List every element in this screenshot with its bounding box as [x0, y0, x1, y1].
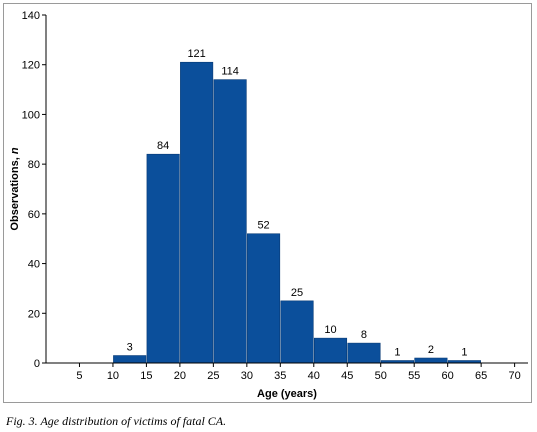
x-axis-title: Age (years) [257, 388, 317, 400]
y-axis-title: Observations, n [9, 147, 21, 230]
x-tick-label-30: 30 [241, 370, 253, 382]
y-axis-title-main: Observations, [9, 154, 21, 230]
x-tick-label-15: 15 [140, 370, 152, 382]
bar-40-45 [313, 337, 348, 364]
bar-55-60 [414, 357, 448, 364]
y-tick-label-140: 140 [22, 10, 40, 22]
bars-layer [113, 61, 481, 364]
axes-layer: 0 20 40 60 80 100 120 140 5 10 15 20 25 30 35 40 45 50 55 6… [22, 10, 528, 382]
figure-caption: Fig. 3. Age distribution of victims of f… [6, 414, 227, 428]
data-label-15-20: 84 [157, 140, 169, 152]
data-label-60-65: 1 [461, 347, 467, 359]
y-tick-label-20: 20 [28, 308, 40, 320]
bar-30-35 [247, 233, 281, 364]
x-tick-label-55: 55 [408, 370, 420, 382]
data-label-50-55: 1 [394, 347, 400, 359]
x-tick-label-5: 5 [76, 370, 82, 382]
x-tick-label-45: 45 [341, 370, 353, 382]
y-tick-label-0: 0 [34, 358, 40, 370]
x-tick-label-25: 25 [207, 370, 219, 382]
x-tick-label-40: 40 [308, 370, 320, 382]
data-label-40-45: 10 [324, 324, 336, 336]
bar-15-20 [146, 153, 180, 364]
data-label-10-15: 3 [127, 342, 133, 354]
y-tick-label-100: 100 [22, 109, 40, 121]
x-tick-label-20: 20 [174, 370, 186, 382]
x-tick-label-35: 35 [274, 370, 286, 382]
data-label-30-35: 52 [257, 220, 269, 232]
data-label-25-30: 114 [221, 66, 239, 78]
data-label-35-40: 25 [291, 287, 303, 299]
x-tick-label-70: 70 [508, 370, 520, 382]
y-tick-label-60: 60 [28, 209, 40, 221]
bar-35-40 [280, 300, 314, 364]
y-tick-label-40: 40 [28, 259, 40, 271]
bar-10-15 [113, 355, 147, 364]
histogram-chart: 0 20 40 60 80 100 120 140 5 10 15 20 25 30 35 40 45 50 55 6… [9, 10, 528, 400]
x-tick-label-50: 50 [375, 370, 387, 382]
x-tick-label-60: 60 [442, 370, 454, 382]
bar-20-25 [180, 61, 214, 364]
figure-frame [3, 3, 532, 403]
y-axis-title-italic: n [9, 147, 21, 154]
x-tick-label-10: 10 [107, 370, 119, 382]
bar-45-50 [347, 342, 381, 364]
data-label-20-25: 121 [187, 48, 205, 60]
x-tick-label-65: 65 [475, 370, 487, 382]
data-label-45-50: 8 [361, 329, 367, 341]
y-tick-label-80: 80 [28, 159, 40, 171]
data-label-55-60: 2 [428, 344, 434, 356]
bar-25-30 [213, 79, 247, 364]
y-tick-label-120: 120 [22, 60, 40, 72]
